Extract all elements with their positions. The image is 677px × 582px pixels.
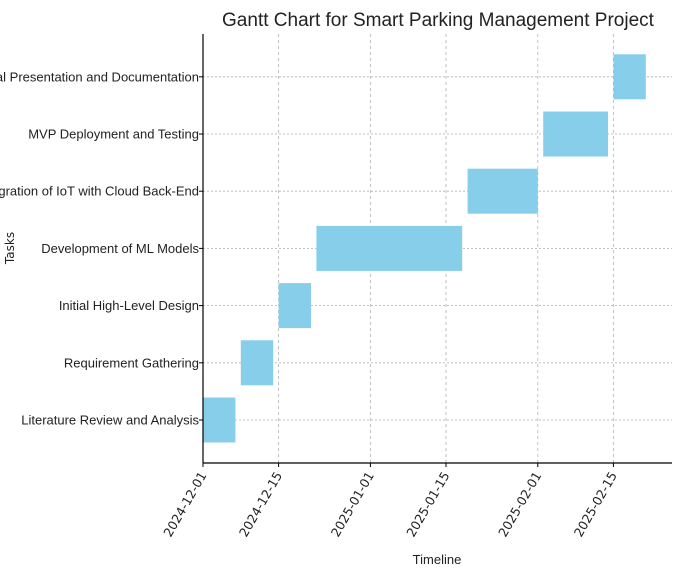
gantt-bar: [316, 225, 463, 271]
y-axis-label: Tasks: [3, 232, 17, 265]
task-label: Development of ML Models: [41, 241, 199, 256]
gantt-bar: [278, 283, 311, 329]
gantt-bar: [613, 54, 646, 100]
gantt-bars: [203, 54, 646, 443]
x-tick-label: 2025-01-01: [328, 469, 377, 539]
gantt-bar: [203, 397, 236, 443]
chart-title: Gantt Chart for Smart Parking Management…: [222, 10, 655, 31]
axes: [199, 34, 672, 467]
task-label: Requirement Gathering: [64, 355, 199, 370]
x-tick-labels: 2024-12-01 2024-12-15 2025-01-01 2025-01-15…: [160, 469, 620, 539]
x-tick-label: 2025-02-15: [571, 469, 620, 539]
task-label: Integration of IoT with Cloud Back-End: [0, 184, 199, 199]
gantt-bar: [467, 168, 538, 214]
x-tick-label: 2025-01-15: [403, 469, 452, 539]
task-label: MVP Deployment and Testing: [28, 127, 199, 142]
task-labels: Literature Review and Analysis Requiremen…: [0, 69, 199, 427]
gantt-bar: [543, 111, 608, 157]
task-label: Literature Review and Analysis: [21, 413, 199, 428]
x-axis-label: Timeline: [413, 552, 462, 567]
task-label: Initial High-Level Design: [59, 298, 199, 313]
task-label: Final Presentation and Documentation: [0, 69, 199, 84]
x-tick-label: 2024-12-15: [236, 469, 285, 539]
x-tick-label: 2024-12-01: [160, 469, 209, 539]
x-tick-label: 2025-02-01: [495, 469, 544, 539]
gantt-bar: [240, 340, 274, 386]
